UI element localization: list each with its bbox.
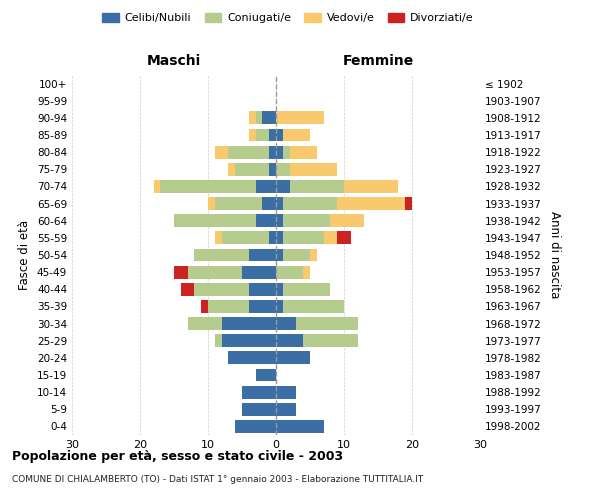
Bar <box>256 214 276 227</box>
Bar <box>283 232 323 244</box>
Bar <box>229 352 276 364</box>
Bar <box>269 146 276 158</box>
Bar <box>215 146 229 158</box>
Bar <box>276 403 296 415</box>
Bar <box>229 146 269 158</box>
Text: Maschi: Maschi <box>147 54 201 68</box>
Bar <box>276 317 296 330</box>
Bar <box>249 300 276 313</box>
Bar <box>276 232 283 244</box>
Bar <box>249 128 256 141</box>
Bar <box>276 300 283 313</box>
Bar <box>160 180 256 193</box>
Bar <box>256 180 276 193</box>
Bar <box>249 248 276 262</box>
Bar <box>201 300 208 313</box>
Bar <box>256 368 276 382</box>
Bar <box>242 386 276 398</box>
Bar <box>310 248 317 262</box>
Bar <box>269 232 276 244</box>
Bar <box>344 180 398 193</box>
Bar <box>221 317 276 330</box>
Bar <box>337 197 405 210</box>
Bar <box>215 334 221 347</box>
Bar <box>188 317 221 330</box>
Bar <box>269 163 276 175</box>
Bar <box>256 112 262 124</box>
Bar <box>242 403 276 415</box>
Bar <box>221 334 276 347</box>
Bar <box>229 163 235 175</box>
Text: COMUNE DI CHIALAMBERTO (TO) - Dati ISTAT 1° gennaio 2003 - Elaborazione TUTTITAL: COMUNE DI CHIALAMBERTO (TO) - Dati ISTAT… <box>12 475 423 484</box>
Bar <box>283 146 290 158</box>
Bar <box>154 180 160 193</box>
Bar <box>262 112 276 124</box>
Bar <box>188 266 242 278</box>
Y-axis label: Anni di nascita: Anni di nascita <box>548 212 561 298</box>
Bar <box>269 128 276 141</box>
Bar <box>283 300 344 313</box>
Bar <box>276 180 290 193</box>
Bar <box>323 232 337 244</box>
Bar <box>405 197 412 210</box>
Bar <box>194 248 249 262</box>
Bar <box>208 197 215 210</box>
Bar <box>283 214 331 227</box>
Bar <box>337 232 351 244</box>
Bar <box>221 232 269 244</box>
Bar <box>276 112 323 124</box>
Bar <box>194 283 249 296</box>
Text: Popolazione per età, sesso e stato civile - 2003: Popolazione per età, sesso e stato civil… <box>12 450 343 463</box>
Bar <box>290 163 337 175</box>
Bar <box>276 420 323 433</box>
Bar <box>303 266 310 278</box>
Bar <box>276 146 283 158</box>
Bar <box>174 214 256 227</box>
Bar <box>303 334 358 347</box>
Bar <box>249 283 276 296</box>
Bar <box>290 180 344 193</box>
Bar <box>256 128 269 141</box>
Bar <box>276 334 303 347</box>
Legend: Celibi/Nubili, Coniugati/e, Vedovi/e, Divorziati/e: Celibi/Nubili, Coniugati/e, Vedovi/e, Di… <box>98 8 478 28</box>
Bar <box>276 352 310 364</box>
Bar <box>276 386 296 398</box>
Bar <box>276 283 283 296</box>
Bar <box>283 283 331 296</box>
Bar <box>276 248 283 262</box>
Bar <box>290 146 317 158</box>
Bar <box>276 197 283 210</box>
Bar <box>235 163 269 175</box>
Bar <box>235 420 276 433</box>
Bar <box>262 197 276 210</box>
Bar <box>283 197 337 210</box>
Bar <box>296 317 358 330</box>
Bar <box>208 300 249 313</box>
Bar <box>283 248 310 262</box>
Bar <box>276 214 283 227</box>
Bar <box>331 214 364 227</box>
Bar <box>276 266 303 278</box>
Bar <box>242 266 276 278</box>
Bar <box>215 197 262 210</box>
Text: Femmine: Femmine <box>343 54 413 68</box>
Bar <box>181 283 194 296</box>
Bar <box>174 266 188 278</box>
Y-axis label: Fasce di età: Fasce di età <box>19 220 31 290</box>
Bar <box>249 112 256 124</box>
Bar <box>276 163 290 175</box>
Bar <box>283 128 310 141</box>
Bar <box>276 128 283 141</box>
Bar <box>215 232 221 244</box>
